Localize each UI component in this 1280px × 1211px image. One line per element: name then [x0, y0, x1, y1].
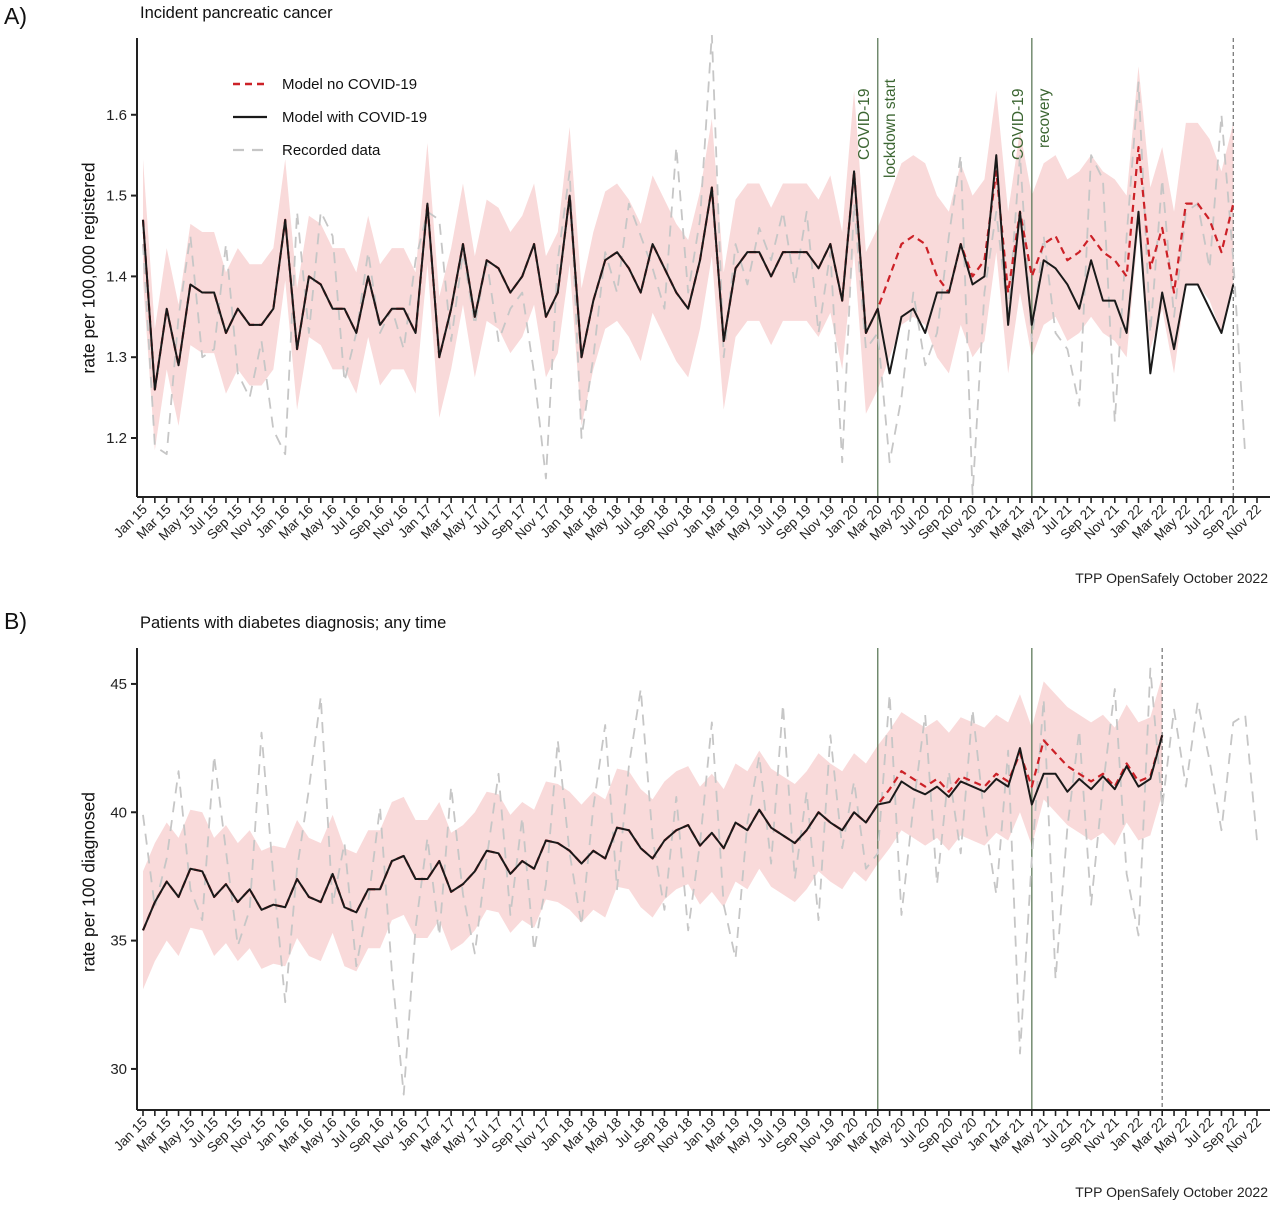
legend-label-model-no-covid: Model no COVID-19	[282, 75, 418, 93]
panel-a-y-tick-label: 1.6	[106, 107, 127, 124]
panel-b-y-tick-label: 30	[110, 1061, 127, 1078]
panel-b-caption: TPP OpenSafely October 2022	[1075, 1184, 1268, 1200]
panel-b-series-lines	[141, 667, 1258, 1096]
panel-b-label: B)	[4, 608, 27, 634]
panel-b-title: Patients with diabetes diagnosis; any ti…	[140, 614, 447, 632]
panel-a-vline2-label-left: COVID-19	[1010, 89, 1027, 161]
panel-a-y-tick-label: 1.3	[106, 349, 127, 366]
panel-a-line-recorded-data	[142, 35, 1247, 496]
legend-label-model-with-covid: Model with COVID-19	[282, 108, 428, 126]
legend-label-recorded-data: Recorded data	[282, 141, 381, 159]
legend-line-recorded-data-icon	[233, 148, 267, 152]
panel-a-y-tick-label: 1.2	[106, 430, 127, 447]
panel-a-line-model-with-covid-19	[142, 154, 1235, 391]
panel-a-series-lines	[141, 35, 1247, 496]
panel-a-vline1-label-right: lockdown start	[882, 78, 899, 178]
panel-b-y-tick-label: 45	[110, 676, 127, 693]
legend-line-model-no-covid-icon	[233, 82, 267, 86]
legend-item-model-with-covid: Model with COVID-19	[232, 107, 427, 127]
panel-a-vline2-label-right: recovery	[1036, 88, 1053, 148]
panel-a-confidence-band	[143, 66, 1234, 451]
panel-a-label: A)	[4, 3, 27, 29]
panel-a-y-tick-label: 1.4	[106, 268, 127, 285]
legend-item-model-no-covid: Model no COVID-19	[232, 74, 427, 94]
panel-b-y-tick-label: 35	[110, 933, 127, 950]
panel-b-y-tick-label: 40	[110, 804, 127, 821]
panel-a-vline1-label-left: COVID-19	[856, 89, 873, 161]
panel-b-line-model-with-covid-19	[142, 735, 1164, 931]
legend-item-recorded-data: Recorded data	[232, 140, 427, 160]
panel-b-line-recorded-data	[142, 667, 1258, 1096]
panel-a-title: Incident pancreatic cancer	[140, 4, 333, 22]
panel-b-y-axis-label: rate per 100 diagnosed	[78, 792, 99, 972]
legend: Model no COVID-19 Model with COVID-19 Re…	[232, 74, 427, 160]
panel-a-y-axis-label: rate per 100,000 registered	[78, 162, 99, 374]
panel-a-caption: TPP OpenSafely October 2022	[1075, 570, 1268, 586]
legend-line-model-with-covid-icon	[233, 115, 267, 119]
panel-a-y-tick-label: 1.5	[106, 188, 127, 205]
